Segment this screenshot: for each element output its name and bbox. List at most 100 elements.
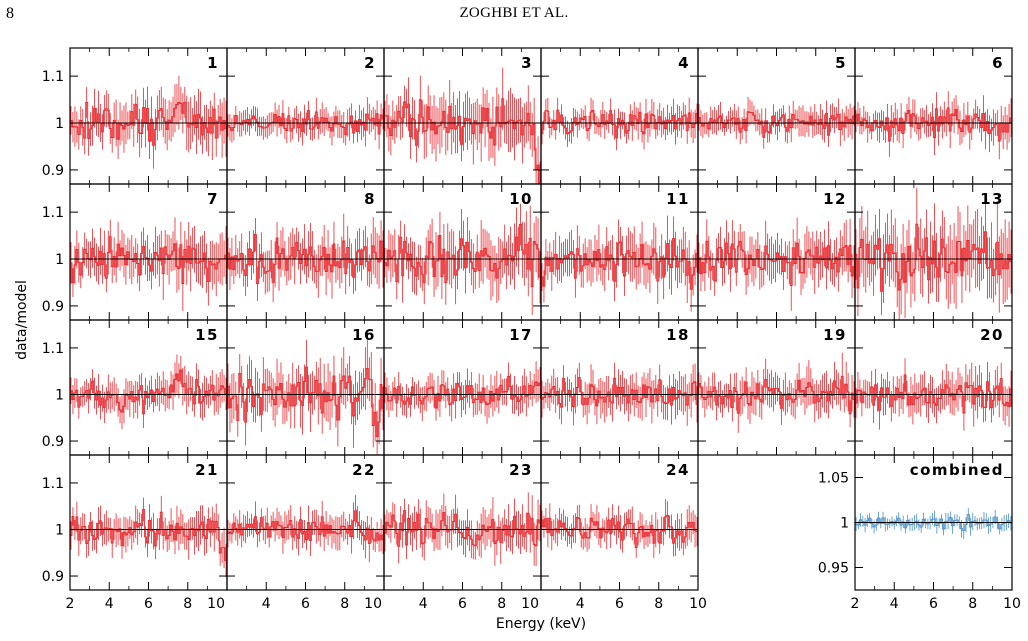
panel-label: 6 — [992, 54, 1004, 72]
panel-20-data — [855, 358, 1012, 431]
panel-13-data — [855, 187, 1012, 320]
residual-steps — [227, 110, 384, 136]
panel-label: 13 — [980, 190, 1004, 208]
panel-frame — [383, 47, 542, 185]
panel-18: 18 — [540, 319, 699, 456]
x-tick-label: 10 — [689, 596, 707, 612]
panel-11-data — [541, 215, 698, 312]
panel-10-data — [384, 203, 541, 315]
x-tick-label-combined: 6 — [929, 596, 938, 612]
panel-6-data — [855, 91, 1012, 160]
x-tick-label: 6 — [458, 596, 467, 612]
residual-steps — [227, 366, 384, 438]
panel-combined: combined — [854, 454, 1013, 591]
panel-18-data — [541, 362, 698, 426]
x-tick-label: 8 — [340, 596, 349, 612]
y-tick-label: 1 — [55, 522, 64, 538]
panel-8: 8 — [226, 183, 385, 321]
x-tick-label: 10 — [364, 596, 382, 612]
x-tick-label: 10 — [207, 596, 225, 612]
panel-20: 20 — [854, 319, 1013, 456]
panel-label: 1 — [207, 54, 219, 72]
residual-steps — [541, 377, 698, 408]
residual-steps — [698, 375, 855, 415]
y-tick-label: 0.9 — [42, 434, 64, 450]
panel-22: 22 — [226, 454, 385, 591]
x-tick-label: 2 — [66, 596, 75, 612]
panel-2-data — [227, 97, 384, 150]
panel-label: 7 — [207, 190, 219, 208]
panel-22-data — [227, 494, 384, 563]
y-tick-label: 1.1 — [42, 341, 64, 357]
residual-steps — [70, 369, 227, 415]
panel-2: 2 — [226, 47, 385, 185]
panel-combined-data — [855, 508, 1012, 540]
x-tick-label: 4 — [419, 596, 428, 612]
panel-label: 15 — [195, 326, 219, 344]
residual-steps — [384, 98, 540, 184]
residual-steps — [698, 111, 855, 138]
residual-steps — [227, 234, 384, 285]
panel-label: 8 — [364, 190, 376, 208]
x-tick-label: 6 — [301, 596, 310, 612]
panel-16-data — [227, 338, 384, 455]
x-tick-label: 10 — [521, 596, 539, 612]
page-number: 8 — [6, 5, 14, 22]
y-tick-label: 1 — [55, 116, 64, 132]
x-tick-label: 6 — [615, 596, 624, 612]
panel-label: 5 — [835, 54, 847, 72]
residual-steps — [384, 510, 541, 547]
residual-steps — [541, 514, 698, 548]
residual-steps — [384, 375, 541, 409]
y-tick-label: 1 — [55, 252, 64, 268]
panel-3-data — [384, 67, 541, 184]
x-tick-label: 4 — [105, 596, 114, 612]
panel-19: 19 — [697, 319, 856, 456]
panel-label: 11 — [666, 190, 690, 208]
x-tick-label: 4 — [576, 596, 585, 612]
x-tick-label-combined: 4 — [890, 596, 899, 612]
panel-19-data — [698, 352, 855, 433]
panel-12-data — [698, 217, 855, 311]
panel-label: 23 — [509, 461, 533, 479]
panel-label: 17 — [509, 326, 533, 344]
panel-label: 19 — [823, 326, 847, 344]
y-tick-label-combined: 1.05 — [818, 471, 849, 487]
y-tick-label: 0.9 — [42, 163, 64, 179]
panel-1-data — [70, 75, 227, 169]
panel-16: 16 — [226, 319, 385, 456]
x-tick-label: 8 — [654, 596, 663, 612]
residual-steps — [855, 374, 1012, 414]
residual-steps — [855, 107, 1012, 142]
panel-label: 10 — [509, 190, 533, 208]
residual-steps — [541, 109, 698, 139]
panel-label: 21 — [195, 461, 219, 479]
panel-label: 4 — [678, 54, 690, 72]
panel-label: 16 — [352, 326, 376, 344]
panel-5: 5 — [697, 47, 856, 185]
x-tick-label-combined: 10 — [1003, 596, 1021, 612]
panel-7-data — [70, 217, 227, 311]
panel-23-data — [384, 492, 541, 567]
y-tick-label: 1.1 — [42, 205, 64, 221]
panel-12: 12 — [697, 183, 856, 321]
residual-steps — [855, 223, 1012, 292]
x-tick-label-combined: 2 — [851, 596, 860, 612]
panel-23: 23 — [383, 454, 542, 591]
panel-10: 10 — [383, 183, 542, 321]
panel-4-data — [541, 97, 698, 151]
x-axis-label: Energy (keV) — [496, 616, 586, 632]
panel-24: 24 — [540, 454, 699, 591]
panel-label: 12 — [823, 190, 847, 208]
panel-24-data — [541, 499, 698, 558]
panel-label: 22 — [352, 461, 376, 479]
panel-15-data — [70, 354, 227, 430]
y-tick-label: 1 — [55, 387, 64, 403]
y-tick-label-combined: 0.95 — [818, 561, 849, 577]
panel-label: 3 — [521, 54, 533, 72]
panel-label: 18 — [666, 326, 690, 344]
x-tick-label: 4 — [262, 596, 271, 612]
panel-15: 15 — [69, 319, 228, 456]
panel-label: 24 — [666, 461, 690, 479]
